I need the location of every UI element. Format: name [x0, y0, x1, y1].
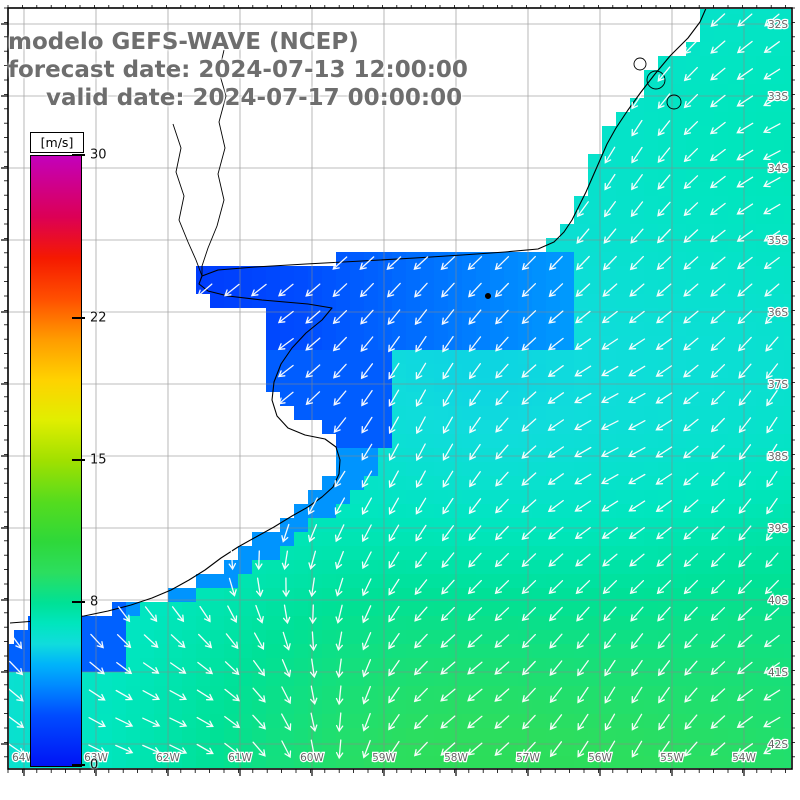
- forecast-date: forecast date: 2024-07-13 12:00:00: [8, 57, 468, 83]
- svg-text:64W: 64W: [12, 752, 36, 764]
- coastline: [9, 9, 707, 624]
- svg-text:33S: 33S: [768, 91, 788, 103]
- svg-text:56W: 56W: [588, 752, 612, 764]
- svg-text:35S: 35S: [768, 235, 788, 247]
- map-frame: [1, 5, 795, 776]
- islet: [484, 292, 492, 300]
- wave-height-field: [9, 9, 791, 768]
- svg-text:54W: 54W: [732, 752, 756, 764]
- svg-text:57W: 57W: [516, 752, 540, 764]
- model-name: modelo GEFS-WAVE (NCEP): [8, 29, 359, 55]
- latitude-labels: 32S 33S 34S 35S 36S 37S 38S 39S 40S 41S 42S: [767, 18, 790, 753]
- svg-text:60W: 60W: [300, 752, 324, 764]
- wave-direction-arrows: [9, 13, 781, 760]
- svg-text:58W: 58W: [444, 752, 468, 764]
- svg-text:38S: 38S: [768, 451, 788, 463]
- svg-text:59W: 59W: [372, 752, 396, 764]
- svg-text:32S: 32S: [768, 19, 788, 31]
- svg-text:41S: 41S: [768, 667, 788, 679]
- svg-text:62W: 62W: [156, 752, 180, 764]
- svg-text:55W: 55W: [660, 752, 684, 764]
- svg-text:36S: 36S: [768, 307, 788, 319]
- svg-text:61W: 61W: [228, 752, 252, 764]
- valid-date: valid date: 2024-07-17 00:00:00: [46, 85, 463, 111]
- svg-text:63W: 63W: [84, 752, 108, 764]
- svg-text:34S: 34S: [768, 163, 788, 175]
- map-header: modelo GEFS-WAVE (NCEP) forecast date: 2…: [8, 28, 468, 112]
- svg-text:37S: 37S: [768, 379, 788, 391]
- svg-text:39S: 39S: [768, 523, 788, 535]
- svg-text:40S: 40S: [768, 595, 788, 607]
- svg-text:42S: 42S: [768, 739, 788, 751]
